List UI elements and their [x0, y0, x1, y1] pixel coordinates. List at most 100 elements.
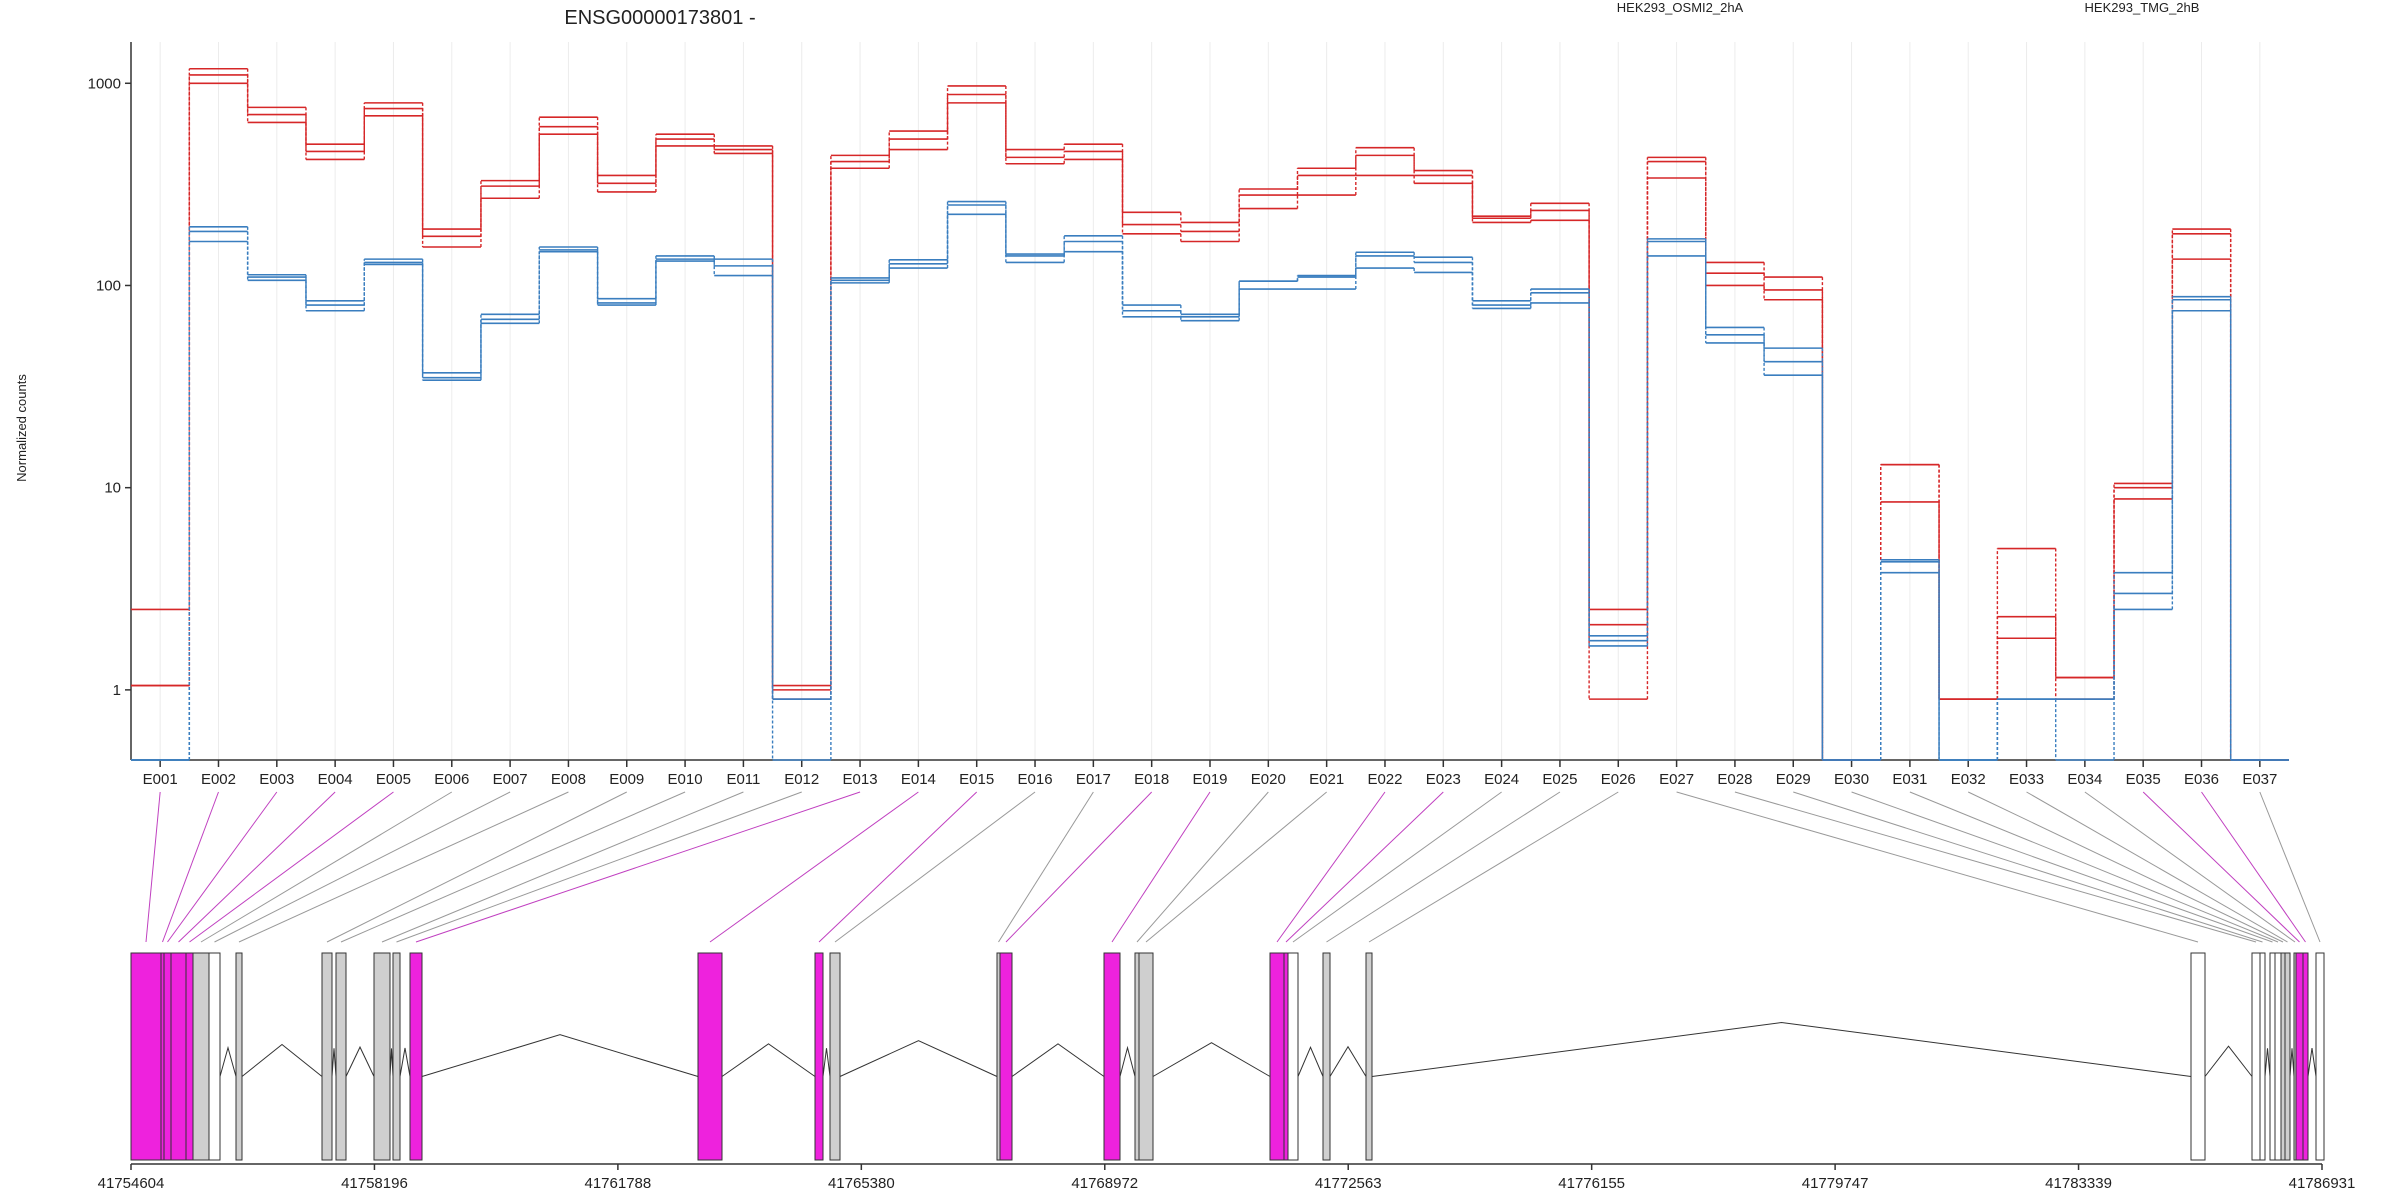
intron-25: [1329, 1045, 1367, 1077]
intron-26: [1371, 1021, 2192, 1077]
connector-e028: [1734, 791, 2257, 943]
legend-entry-osmi2: HEK293_OSMI2_2hA: [1617, 0, 1744, 15]
connector-e018: [1005, 791, 1153, 943]
x-tick-label-e007: E007: [493, 771, 528, 788]
connector-e037: [2259, 791, 2321, 943]
coord-tick-label-3: 41761788: [585, 1175, 652, 1192]
x-tick-label-e026: E026: [1601, 771, 1636, 788]
connector-e007: [214, 791, 511, 943]
connector-e025: [1326, 791, 1561, 943]
exon-e014: [697, 952, 723, 1161]
x-tick-label-e030: E030: [1834, 771, 1869, 788]
coord-tick-label-1: 41754604: [98, 1175, 165, 1192]
exon-e010: [335, 952, 347, 1161]
connector-e001: [145, 791, 161, 943]
connector-e026: [1368, 791, 1619, 943]
connector-e029: [1793, 791, 2263, 943]
x-tick-label-e023: E023: [1426, 771, 1461, 788]
coord-tick-label-6: 41772563: [1315, 1175, 1382, 1192]
coord-tick-label-4: 41765380: [828, 1175, 895, 1192]
exon-e037: [2315, 952, 2325, 1161]
exon-e030: [2269, 952, 2276, 1161]
connector-e022: [1276, 791, 1386, 943]
connector-e014: [709, 791, 919, 943]
intron-9: [331, 1048, 337, 1077]
connector-e033: [2026, 791, 2288, 943]
x-tick-label-e017: E017: [1076, 771, 1111, 788]
x-tick-label-e002: E002: [201, 771, 236, 788]
coord-tick-label-7: 41776155: [1558, 1175, 1625, 1192]
exon-e019: [1103, 952, 1121, 1161]
y-tick-label-1: 1: [113, 682, 121, 699]
exon-e003: [163, 952, 172, 1161]
coord-tick-label-10: 41786931: [2289, 1175, 2356, 1192]
exon-e028: [2251, 952, 2261, 1161]
y-tick-label-1000: 1000: [88, 75, 121, 92]
x-tick-label-e003: E003: [259, 771, 294, 788]
series-6: [131, 200, 2289, 761]
exon-e012: [392, 952, 401, 1161]
intron-18: [1011, 1043, 1105, 1077]
connector-e015: [818, 791, 978, 943]
connector-e006: [200, 791, 453, 943]
chart-title: ENSG00000173801 -: [564, 7, 755, 29]
intron-12: [399, 1047, 411, 1077]
exon-e001: [130, 952, 162, 1161]
x-tick-label-e035: E035: [2126, 771, 2161, 788]
x-tick-label-e036: E036: [2184, 771, 2219, 788]
x-tick-label-e006: E006: [434, 771, 469, 788]
exon-e029: [2259, 952, 2266, 1161]
x-tick-label-e029: E029: [1776, 771, 1811, 788]
x-tick-label-e032: E032: [1951, 771, 1986, 788]
exon-e021: [1138, 952, 1154, 1161]
x-tick-label-e013: E013: [843, 771, 878, 788]
intron-7: [219, 1045, 237, 1077]
x-tick-label-e033: E033: [2009, 771, 2044, 788]
x-axis: E001 E002 E003 E004 E005 E006 E007 E008 E009 E010…: [131, 759, 2289, 788]
x-tick-label-e027: E027: [1659, 771, 1694, 788]
x-tick-label-e020: E020: [1251, 771, 1286, 788]
exon-e011: [373, 952, 391, 1161]
connector-e027: [1676, 791, 2199, 943]
connector-e003: [167, 791, 278, 943]
exon-e035: [2295, 952, 2304, 1161]
y-axis-label: Normalized counts: [14, 374, 29, 482]
exon-e026: [1365, 952, 1373, 1161]
connector-e032: [1968, 791, 2284, 943]
x-tick-label-e011: E011: [726, 771, 760, 788]
connector-e023: [1285, 791, 1444, 943]
exon-e007: [208, 952, 221, 1161]
connector-e024: [1292, 791, 1502, 943]
x-tick-label-e034: E034: [2067, 771, 2102, 788]
exon-e023: [1283, 952, 1289, 1161]
x-tick-label-e004: E004: [318, 771, 353, 788]
intron-33: [2289, 1048, 2295, 1077]
exon-e036: [2302, 952, 2309, 1161]
coord-tick-label-9: 41783339: [2045, 1175, 2112, 1192]
x-tick-label-e005: E005: [376, 771, 411, 788]
legend-entry-tmg: HEK293_TMG_2hB: [2085, 0, 2200, 15]
x-tick-label-e019: E019: [1192, 771, 1227, 788]
exon-e027: [2190, 952, 2206, 1161]
connector-e008: [238, 791, 569, 943]
connector-e009: [326, 791, 627, 943]
exon-e009: [321, 952, 333, 1161]
exon-e033: [2284, 952, 2291, 1161]
connector-e019: [1111, 791, 1211, 943]
x-tick-label-e012: E012: [784, 771, 819, 788]
intron-21: [1152, 1042, 1271, 1077]
exon-e032: [2280, 952, 2286, 1161]
intron-36: [2307, 1048, 2317, 1077]
connector-e016: [834, 791, 1036, 943]
y-axis: 1 10 100 1000: [88, 42, 132, 760]
gene-model: [130, 952, 2325, 1161]
connector-e013: [415, 791, 861, 943]
x-tick-label-e008: E008: [551, 771, 586, 788]
x-tick-label-e001: E001: [143, 771, 178, 788]
connector-e036: [2201, 791, 2306, 943]
intron-13: [421, 1034, 699, 1077]
connector-e010: [340, 791, 686, 943]
y-tick-label-100: 100: [96, 277, 121, 294]
coord-tick-label-2: 41758196: [341, 1175, 408, 1192]
